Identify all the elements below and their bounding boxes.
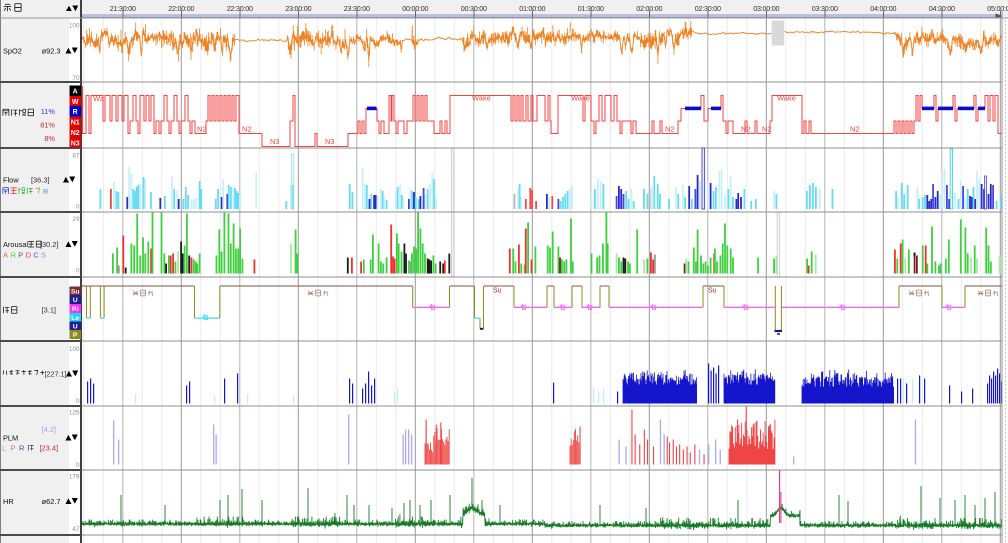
svg-text:100: 100 (69, 23, 80, 30)
svg-text:29: 29 (72, 216, 80, 223)
svg-text:W: W (72, 99, 79, 106)
svg-text:A: A (3, 251, 8, 260)
svg-text:[30.2]: [30.2] (40, 240, 59, 249)
svg-text:N2: N2 (197, 125, 207, 134)
svg-text:P: P (18, 251, 23, 260)
svg-text:[23.4]: [23.4] (40, 444, 59, 453)
svg-text:00:00:00: 00:00:00 (402, 4, 428, 13)
svg-text:Ri: Ri (72, 306, 79, 313)
svg-text:04:30:00: 04:30:00 (929, 4, 955, 13)
svg-text:05:00:00: 05:00:00 (987, 4, 1008, 13)
svg-text:00:30:00: 00:30:00 (461, 4, 487, 13)
svg-text:R: R (73, 109, 78, 116)
svg-text:81%: 81% (40, 121, 55, 130)
svg-text:U: U (73, 324, 78, 331)
svg-text:N3: N3 (325, 137, 335, 146)
svg-text:23:00:00: 23:00:00 (285, 4, 311, 13)
svg-text:0: 0 (76, 268, 80, 275)
svg-text:SpO2: SpO2 (3, 47, 22, 56)
svg-text:[4.2]: [4.2] (42, 425, 56, 434)
svg-text:N2: N2 (665, 125, 675, 134)
svg-text:Flow: Flow (3, 176, 19, 185)
svg-text:Su: Su (493, 288, 502, 295)
svg-text:HR: HR (3, 497, 14, 506)
svg-text:R: R (19, 444, 24, 453)
svg-text:P: P (73, 332, 78, 339)
svg-text:ø92.3: ø92.3 (42, 47, 61, 56)
svg-text:R: R (11, 251, 16, 260)
svg-text:Le: Le (71, 315, 79, 322)
svg-text:02:00:00: 02:00:00 (636, 4, 662, 13)
svg-text:22:00:00: 22:00:00 (168, 4, 194, 13)
svg-text:Wake: Wake (571, 94, 590, 103)
svg-text:0: 0 (76, 204, 80, 211)
svg-text:Su: Su (708, 288, 717, 295)
svg-text:8%: 8% (44, 134, 55, 143)
svg-text:R: R (43, 187, 48, 196)
svg-text:Arousal: Arousal (3, 240, 28, 249)
svg-text:N2: N2 (850, 125, 860, 134)
svg-text:PLM: PLM (3, 434, 18, 443)
svg-text:N2: N2 (741, 125, 751, 134)
svg-text:[36.3]: [36.3] (31, 176, 50, 185)
svg-text:D: D (26, 251, 31, 260)
svg-text:22:30:00: 22:30:00 (227, 4, 253, 13)
svg-text:[3.1]: [3.1] (42, 306, 56, 315)
svg-text:N1: N1 (71, 120, 80, 127)
svg-text:S: S (41, 251, 46, 260)
svg-text:23:30:00: 23:30:00 (344, 4, 370, 13)
svg-text:11%: 11% (41, 107, 56, 116)
svg-text:P: P (11, 444, 16, 453)
svg-text:C: C (33, 251, 39, 260)
svg-text:Wa: Wa (93, 94, 105, 103)
svg-text:Wake: Wake (472, 94, 491, 103)
svg-text:03:00:00: 03:00:00 (753, 4, 779, 13)
svg-text:N2: N2 (71, 130, 80, 137)
svg-text:[227.1]: [227.1] (45, 370, 67, 379)
svg-text:0: 0 (76, 398, 80, 405)
svg-text:U: U (73, 297, 78, 304)
svg-text:ø62.7: ø62.7 (42, 497, 61, 506)
svg-text:A: A (73, 88, 78, 95)
svg-text:87: 87 (72, 153, 80, 160)
svg-text:N2: N2 (762, 125, 772, 134)
svg-text:Su: Su (71, 289, 80, 296)
svg-text:02:30:00: 02:30:00 (695, 4, 721, 13)
svg-text:70: 70 (72, 75, 80, 82)
svg-text:47: 47 (72, 526, 80, 533)
svg-text:01:30:00: 01:30:00 (578, 4, 604, 13)
svg-text:0: 0 (76, 462, 80, 469)
svg-text:21:30:00: 21:30:00 (110, 4, 136, 13)
svg-text:N3: N3 (270, 137, 280, 146)
svg-text:125: 125 (69, 410, 80, 417)
svg-text:01:00:00: 01:00:00 (519, 4, 545, 13)
svg-text:100: 100 (69, 346, 80, 353)
svg-text:Wake: Wake (777, 94, 796, 103)
svg-text:N3: N3 (71, 140, 80, 147)
svg-text:L: L (2, 444, 6, 453)
svg-text:N2: N2 (242, 125, 252, 134)
svg-text:03:30:00: 03:30:00 (812, 4, 838, 13)
svg-text:179: 179 (69, 474, 80, 481)
svg-text:04:00:00: 04:00:00 (870, 4, 896, 13)
